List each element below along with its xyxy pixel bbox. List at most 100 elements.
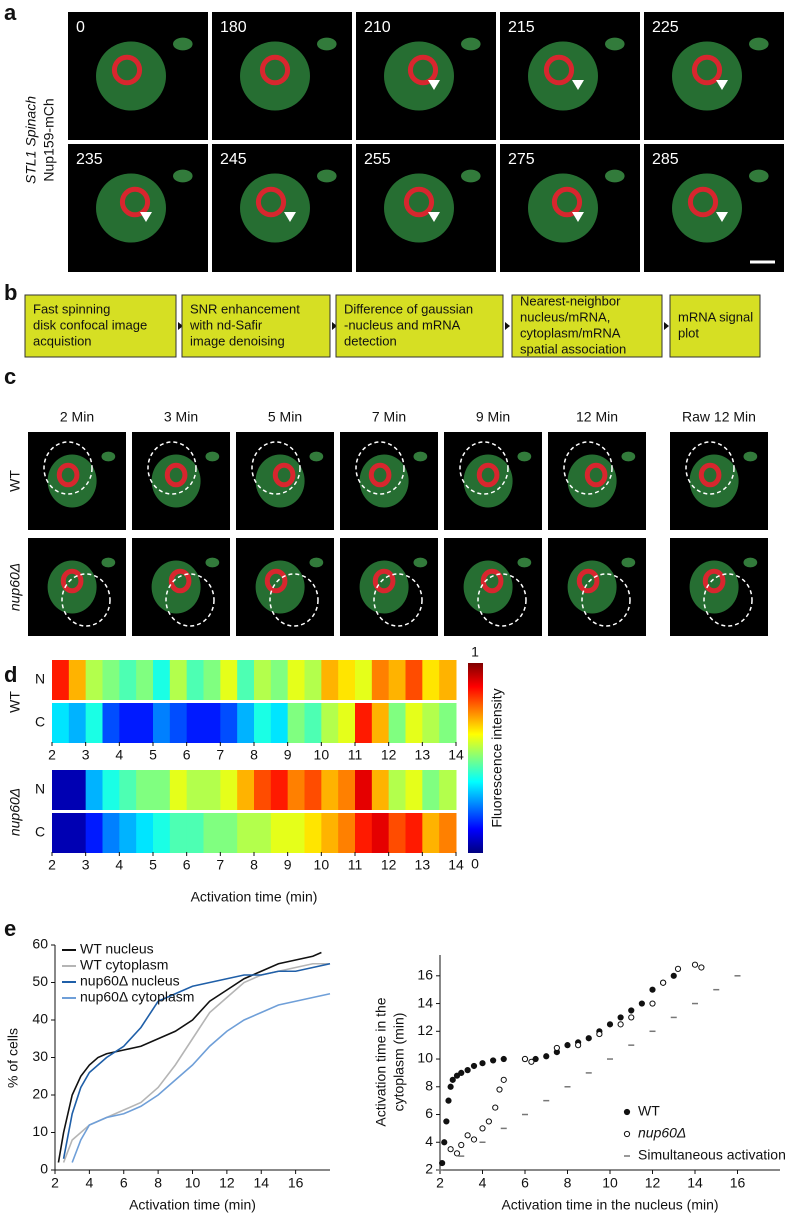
heat-cell bbox=[321, 813, 339, 853]
heat-cell bbox=[405, 703, 423, 743]
cell-signal bbox=[517, 557, 532, 568]
y-tick-label: 10 bbox=[417, 1050, 433, 1066]
point bbox=[596, 1030, 603, 1038]
point bbox=[532, 1055, 539, 1063]
x-tick-label: 10 bbox=[314, 857, 330, 873]
cell-signal bbox=[621, 557, 636, 568]
heat-cell bbox=[287, 813, 305, 853]
point bbox=[521, 1055, 529, 1063]
heat-cell bbox=[338, 770, 356, 810]
step-box bbox=[181, 294, 331, 358]
point bbox=[674, 965, 682, 972]
cell-outline bbox=[703, 573, 753, 627]
frame-time: 275 bbox=[508, 151, 535, 168]
x-tick-label: 13 bbox=[415, 857, 431, 873]
x-tick-label: 9 bbox=[284, 857, 292, 873]
cell-signal bbox=[621, 451, 636, 462]
point bbox=[617, 1021, 624, 1028]
point bbox=[470, 1136, 478, 1143]
nucleus-signal bbox=[403, 186, 435, 218]
cell-signal bbox=[96, 173, 166, 243]
x-tick-label: 13 bbox=[415, 747, 431, 763]
cell-signal bbox=[96, 41, 166, 111]
heat-cell bbox=[136, 813, 154, 853]
heat-cell bbox=[85, 813, 103, 853]
point bbox=[638, 1000, 645, 1007]
x-tick-label: 14 bbox=[687, 1175, 703, 1191]
heat-cell bbox=[304, 813, 322, 853]
row-label: nup60Δ bbox=[7, 563, 23, 611]
point bbox=[492, 1104, 499, 1111]
nucleus-signal bbox=[60, 568, 84, 594]
heat-cell bbox=[203, 770, 221, 810]
x-tick-label: 2 bbox=[48, 747, 56, 763]
group-label: WT bbox=[7, 691, 23, 713]
nucleus-signal bbox=[480, 568, 504, 594]
time-label: 3 Min bbox=[164, 409, 198, 425]
nucleus-signal bbox=[372, 568, 396, 594]
panel-label: d bbox=[4, 662, 17, 687]
step-text: cytoplasm/mRNA bbox=[520, 325, 621, 340]
heat-cell bbox=[119, 813, 137, 853]
point bbox=[528, 1058, 535, 1065]
arrowhead bbox=[428, 80, 440, 90]
heat-cell bbox=[186, 770, 204, 810]
nucleus-signal bbox=[543, 54, 575, 86]
cell-signal bbox=[173, 37, 193, 51]
point bbox=[585, 1035, 592, 1042]
heat-cell bbox=[338, 813, 356, 853]
row-label: C bbox=[35, 824, 45, 840]
x-tick-label: 16 bbox=[730, 1175, 746, 1191]
x-tick-label: 8 bbox=[564, 1175, 572, 1191]
y-axis-label: cytoplasm (min) bbox=[391, 1013, 407, 1112]
point bbox=[649, 1000, 656, 1007]
step-box bbox=[511, 294, 663, 358]
point bbox=[453, 1072, 461, 1079]
y-axis-label: Activation time in the bbox=[373, 997, 389, 1126]
heat-cell bbox=[388, 770, 406, 810]
heat-cell bbox=[355, 660, 373, 700]
heat-cell bbox=[270, 703, 289, 743]
point bbox=[628, 1007, 635, 1014]
arrowhead bbox=[716, 212, 728, 222]
flow-arrow bbox=[178, 322, 183, 330]
heat-cell bbox=[237, 660, 255, 700]
x-tick-label: 6 bbox=[183, 747, 191, 763]
frame-time: 180 bbox=[220, 19, 247, 36]
cell-signal bbox=[317, 169, 337, 183]
cell-outline bbox=[477, 573, 527, 627]
x-tick-label: 14 bbox=[253, 1175, 269, 1191]
cell-signal bbox=[384, 173, 454, 243]
cell-signal bbox=[528, 41, 598, 111]
heat-cell bbox=[52, 660, 70, 700]
x-tick-label: 12 bbox=[381, 747, 397, 763]
step-text: disk confocal image bbox=[33, 317, 147, 332]
heat-cell bbox=[371, 813, 390, 853]
point bbox=[449, 1076, 456, 1083]
point bbox=[490, 1057, 497, 1064]
step-text: SNR enhancement bbox=[190, 301, 300, 316]
x-tick-label: 8 bbox=[250, 857, 258, 873]
frame-time: 0 bbox=[76, 19, 85, 36]
nucleus-signal bbox=[576, 568, 600, 594]
step-text: nucleus/mRNA, bbox=[520, 309, 610, 324]
cell-signal bbox=[672, 173, 742, 243]
x-tick-label: 3 bbox=[82, 857, 90, 873]
y-axis-label: % of cells bbox=[5, 1028, 21, 1088]
cell-outline bbox=[355, 441, 405, 495]
heat-cell bbox=[439, 703, 457, 743]
heat-cell bbox=[355, 813, 373, 853]
heat-cell bbox=[220, 703, 238, 743]
x-tick-label: 4 bbox=[115, 857, 123, 873]
heat-cell bbox=[355, 770, 373, 810]
cell-signal bbox=[605, 169, 625, 183]
point bbox=[464, 1067, 471, 1074]
legend-label: WT cytoplasm bbox=[80, 957, 168, 973]
point bbox=[617, 1014, 624, 1021]
cell-outline bbox=[685, 441, 735, 495]
heat-cell bbox=[237, 703, 255, 743]
point bbox=[458, 1141, 465, 1149]
cell-signal bbox=[101, 451, 116, 462]
nucleus-signal bbox=[407, 54, 439, 86]
heat-cell bbox=[254, 813, 272, 853]
